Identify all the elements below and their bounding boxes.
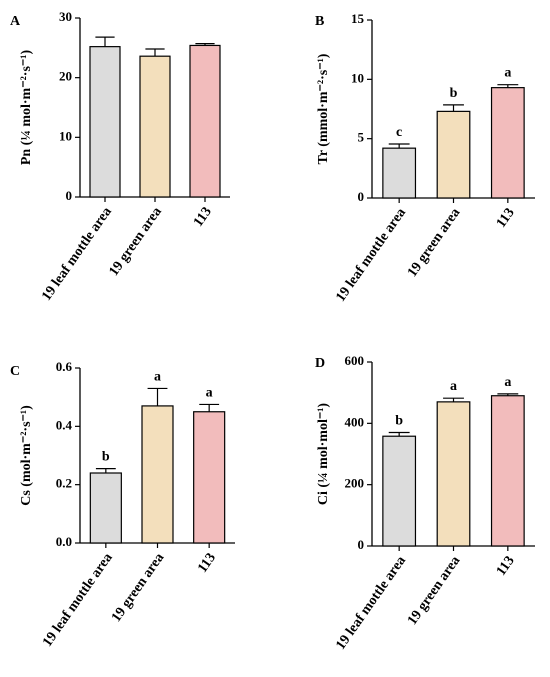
y-tick-label: 0 (358, 537, 365, 552)
y-axis-label: Pn (¼ mol·m⁻²·s⁻¹) (19, 49, 34, 165)
x-category-label: 19 green area (107, 205, 165, 279)
panel-letter: C (10, 364, 20, 379)
y-tick-label: 0.0 (56, 534, 72, 549)
bar (189, 44, 221, 198)
y-tick-label: 10 (351, 70, 364, 85)
x-category-label: 19 green area (405, 554, 463, 628)
bar (89, 46, 121, 198)
y-axis-label: Tr (mmol·m⁻²·s⁻¹) (316, 53, 331, 164)
x-category-label: 113 (494, 554, 518, 579)
significance-letter: a (504, 66, 511, 81)
y-tick-label: 0.2 (56, 476, 72, 491)
significance-letter: b (395, 414, 403, 429)
bar (490, 395, 525, 547)
y-tick-label: 200 (345, 476, 365, 491)
significance-letter: a (154, 369, 161, 384)
x-category-label: 113 (195, 551, 219, 576)
bar (436, 110, 471, 199)
significance-letter: a (450, 379, 457, 394)
panel-letter: D (315, 356, 325, 371)
x-category-label: 19 leaf mottle area (39, 205, 115, 304)
y-axis-label: Ci (¼ mol·mol⁻¹) (316, 403, 331, 506)
bar (139, 55, 171, 198)
y-axis-label: Cs (mol·m⁻²·s⁻¹) (19, 405, 34, 506)
significance-letter: c (396, 125, 402, 140)
bar (141, 405, 174, 544)
x-category-label: 19 green area (405, 206, 463, 280)
y-tick-label: 20 (59, 69, 72, 84)
y-tick-label: 5 (358, 130, 365, 145)
x-category-label: 19 leaf mottle area (40, 551, 116, 650)
y-tick-label: 30 (59, 9, 72, 24)
y-tick-label: 600 (345, 353, 365, 368)
significance-letter: b (102, 450, 110, 465)
bar (89, 472, 122, 544)
panel-letter: A (10, 14, 21, 29)
x-category-label: 19 green area (109, 551, 167, 625)
x-category-label: 113 (191, 205, 215, 230)
significance-letter: a (206, 385, 213, 400)
y-tick-label: 400 (345, 414, 365, 429)
x-category-label: 19 leaf mottle area (333, 554, 409, 653)
bar (193, 411, 226, 544)
y-tick-label: 0.6 (56, 359, 73, 374)
significance-letter: a (504, 375, 511, 390)
y-tick-label: 15 (351, 11, 365, 26)
panel-letter: B (315, 14, 324, 29)
x-category-label: 19 leaf mottle area (333, 206, 409, 305)
y-tick-label: 10 (59, 128, 72, 143)
bar (436, 401, 471, 547)
significance-letter: b (450, 86, 458, 101)
x-category-label: 113 (494, 206, 518, 231)
bar (490, 87, 525, 199)
bar (382, 147, 417, 199)
bar (382, 435, 417, 547)
y-tick-label: 0 (358, 189, 365, 204)
y-tick-label: 0 (66, 188, 73, 203)
y-tick-label: 0.4 (56, 417, 73, 432)
